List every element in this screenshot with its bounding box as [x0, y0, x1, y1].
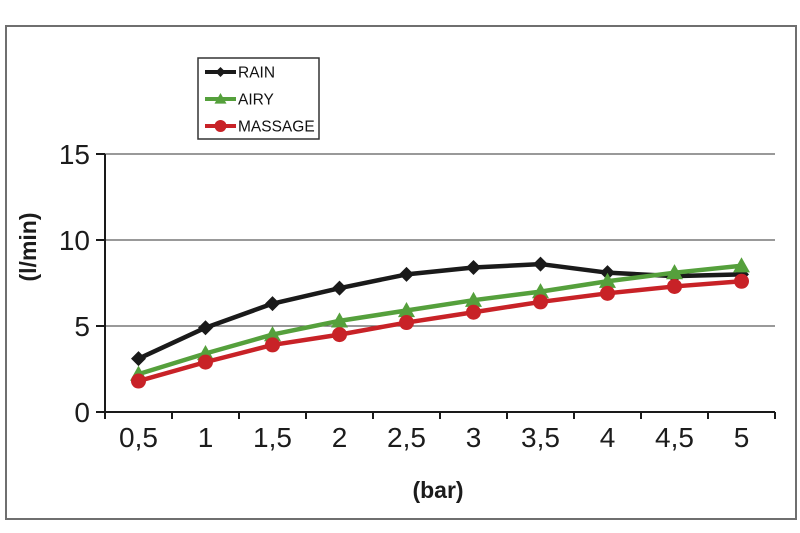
rain-marker-3,5 [533, 256, 548, 272]
massage-marker-4,5 [667, 278, 682, 294]
legend-diamond-icon [215, 67, 226, 77]
x-tick-label-5: 5 [734, 422, 750, 453]
y-tick-label-0: 0 [74, 397, 90, 428]
x-axis-title: (bar) [412, 477, 463, 503]
airy-marker-4,5 [666, 264, 683, 280]
massage-marker-3,5 [533, 294, 548, 310]
airy-marker-1,5 [264, 326, 281, 342]
y-tick-label-5: 5 [74, 311, 90, 342]
x-tick-label-2: 2 [332, 422, 348, 453]
x-tick-label-3,5: 3,5 [521, 422, 560, 453]
rain-marker-2 [332, 280, 347, 296]
x-tick-label-0,5: 0,5 [119, 422, 158, 453]
rain-marker-1 [198, 320, 213, 336]
legend-triangle-icon [214, 93, 227, 104]
airy-marker-3 [465, 291, 482, 307]
massage-marker-1,5 [265, 337, 280, 353]
massage-marker-1 [198, 354, 213, 370]
x-tick-label-1,5: 1,5 [253, 422, 292, 453]
airy-marker-4 [599, 272, 616, 288]
rain-marker-1,5 [265, 296, 280, 312]
legend-label-rain: RAIN [238, 65, 275, 82]
x-tick-label-1: 1 [198, 422, 214, 453]
rain-line [136, 261, 744, 361]
airy-marker-2,5 [398, 302, 415, 318]
rain-marker-4 [600, 265, 615, 281]
rain-marker-3 [466, 260, 481, 276]
airy-line [136, 263, 744, 377]
massage-marker-2,5 [399, 315, 414, 331]
x-tick-label-4: 4 [600, 422, 616, 453]
x-tick-label-2,5: 2,5 [387, 422, 426, 453]
airy-marker-2 [331, 312, 348, 328]
massage-marker-3 [466, 304, 481, 320]
legend-label-massage: MASSAGE [238, 119, 315, 136]
airy-marker-5 [733, 257, 750, 273]
rain-marker-2,5 [399, 266, 414, 282]
legend-circle-icon [214, 120, 227, 132]
airy-marker-3,5 [532, 283, 549, 299]
x-tick-label-4,5: 4,5 [655, 422, 694, 453]
y-axis-title: (l/min) [15, 213, 41, 282]
massage-marker-5 [734, 273, 749, 289]
y-tick-label-15: 15 [59, 139, 90, 170]
massage-marker-4 [600, 285, 615, 301]
massage-marker-0,5 [131, 373, 146, 389]
legend-label-airy: AIRY [238, 92, 274, 109]
y-tick-label-10: 10 [59, 225, 90, 256]
massage-marker-2 [332, 327, 347, 343]
rain-marker-0,5 [131, 351, 146, 367]
massage-line [136, 279, 744, 384]
x-tick-label-3: 3 [466, 422, 482, 453]
